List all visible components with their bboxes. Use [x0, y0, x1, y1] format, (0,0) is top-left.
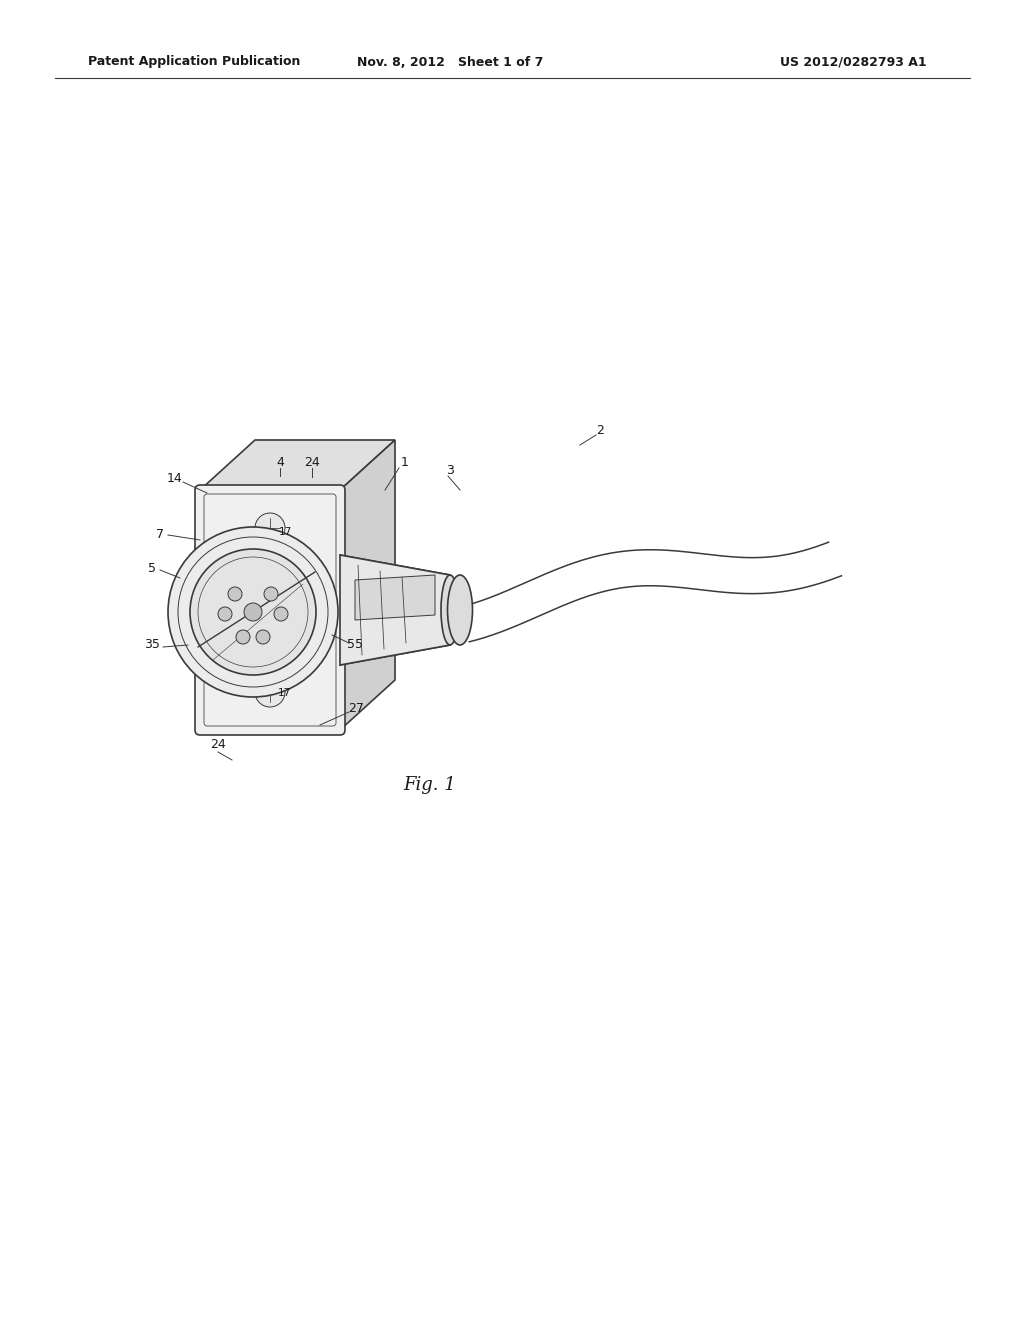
Text: 1: 1	[401, 455, 409, 469]
Circle shape	[264, 587, 278, 601]
Circle shape	[236, 630, 250, 644]
Text: 24: 24	[304, 455, 319, 469]
Text: 5: 5	[148, 561, 156, 574]
Text: Fig. 1: Fig. 1	[403, 776, 457, 795]
Text: 24: 24	[210, 738, 226, 751]
Circle shape	[228, 587, 242, 601]
Text: 17: 17	[278, 688, 291, 698]
Text: 55: 55	[347, 639, 362, 652]
Polygon shape	[340, 440, 395, 730]
FancyBboxPatch shape	[195, 484, 345, 735]
Circle shape	[244, 603, 262, 620]
Text: 3: 3	[446, 463, 454, 477]
Circle shape	[274, 607, 288, 620]
Text: 14: 14	[167, 471, 183, 484]
Circle shape	[218, 607, 232, 620]
Ellipse shape	[447, 576, 472, 645]
Circle shape	[255, 513, 285, 543]
Text: US 2012/0282793 A1: US 2012/0282793 A1	[780, 55, 927, 69]
Text: 4: 4	[276, 455, 284, 469]
Text: Patent Application Publication: Patent Application Publication	[88, 55, 300, 69]
Text: 7: 7	[156, 528, 164, 541]
Polygon shape	[355, 576, 435, 620]
Text: 35: 35	[144, 639, 160, 652]
Polygon shape	[200, 440, 395, 490]
Text: 27: 27	[348, 701, 364, 714]
Circle shape	[255, 677, 285, 708]
Polygon shape	[340, 554, 450, 665]
Text: Nov. 8, 2012   Sheet 1 of 7: Nov. 8, 2012 Sheet 1 of 7	[356, 55, 543, 69]
Ellipse shape	[441, 576, 459, 645]
Text: 2: 2	[596, 424, 604, 437]
Circle shape	[190, 549, 316, 675]
Text: 17: 17	[279, 527, 292, 537]
Circle shape	[168, 527, 338, 697]
Circle shape	[256, 630, 270, 644]
